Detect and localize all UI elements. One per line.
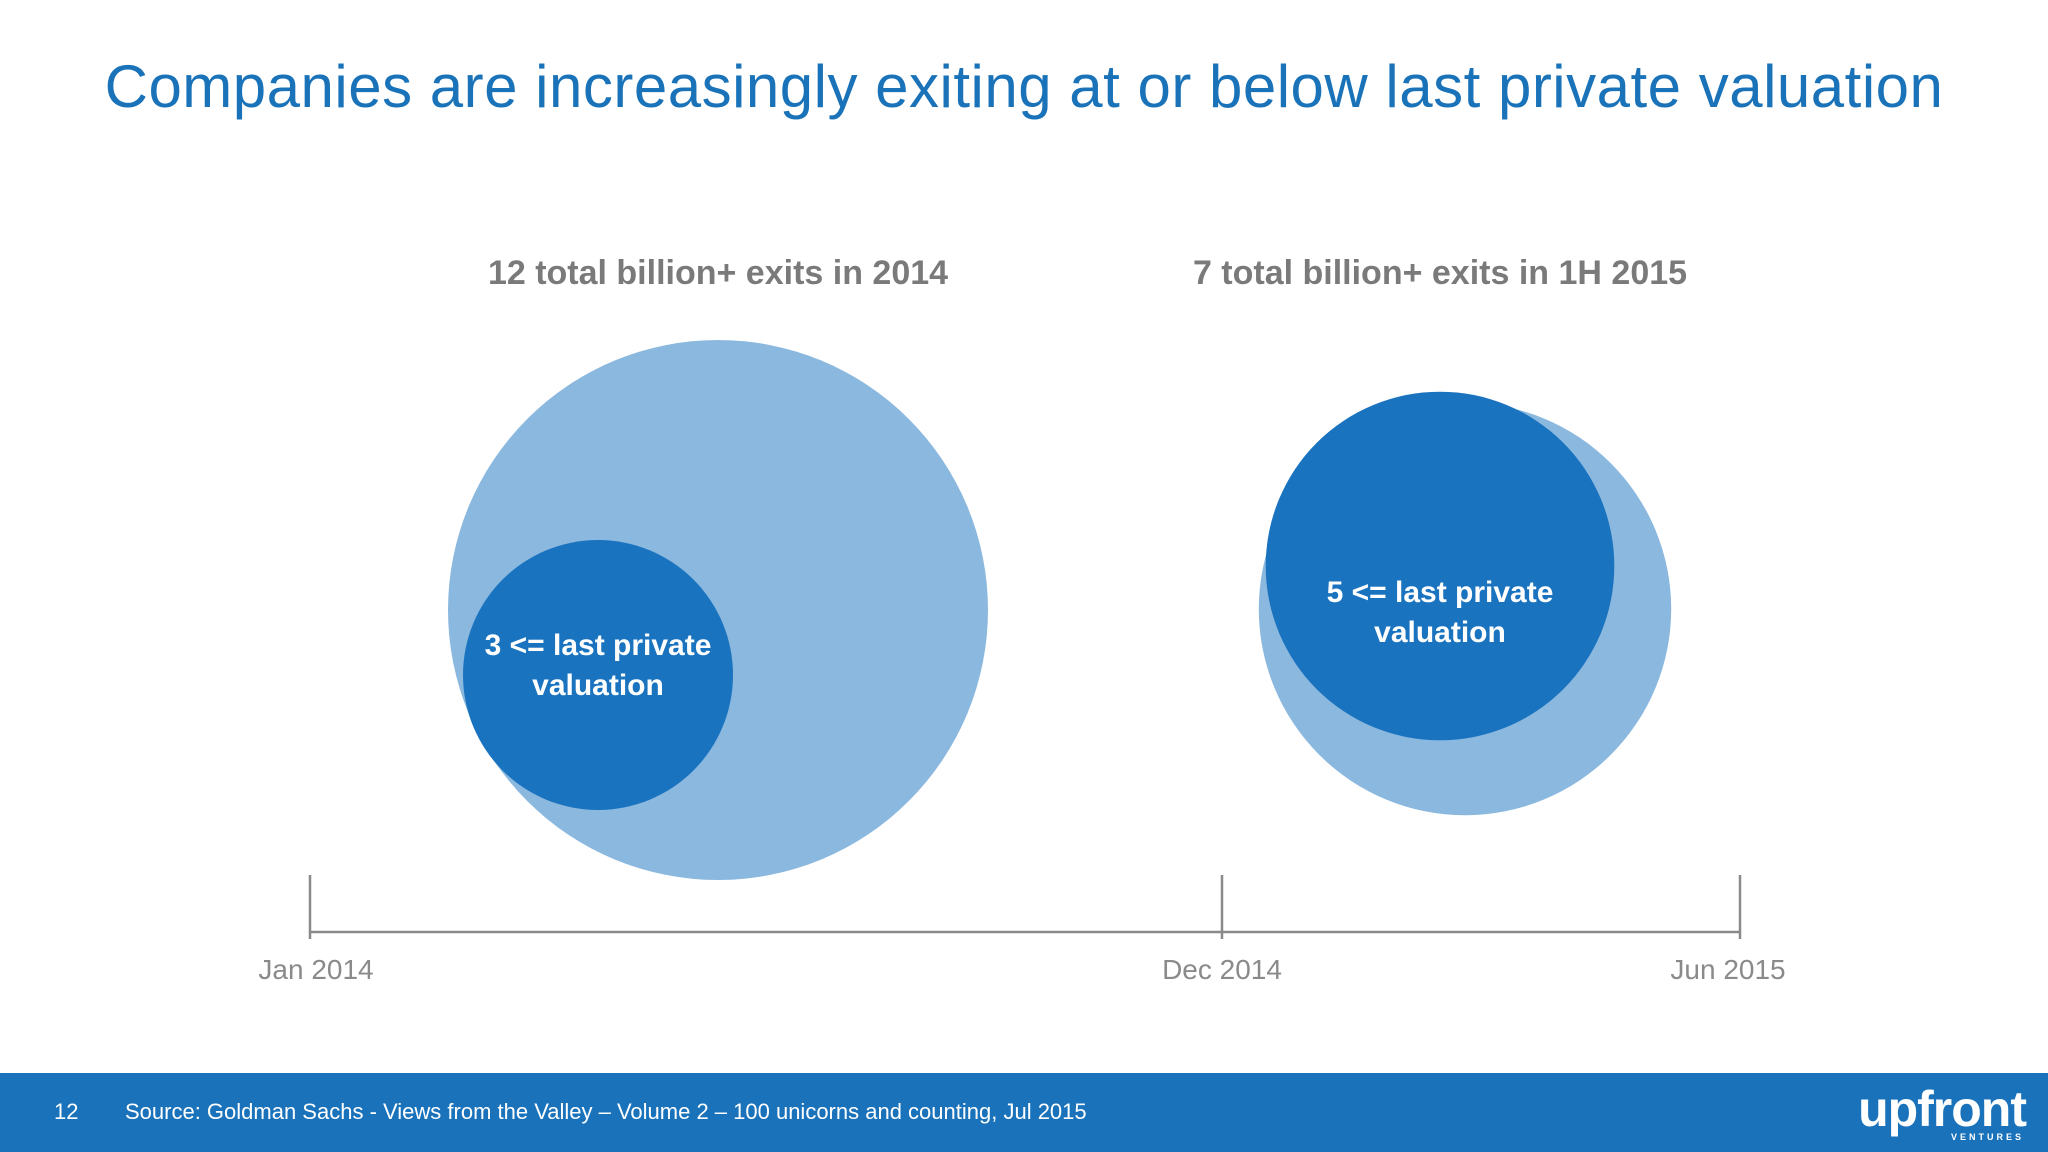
timeline-tick-label: Jan 2014 (258, 954, 373, 985)
upfront-logo: upfront VENTURES (1816, 1081, 2027, 1143)
inner-bubble-subset (1265, 391, 1615, 741)
subset-label: 3 <= last private (485, 629, 712, 662)
footer-bar: 12 Source: Goldman Sachs - Views from th… (0, 1073, 2048, 1152)
inner-bubble-subset (463, 540, 733, 810)
group-heading: 12 total billion+ exits in 2014 (488, 254, 948, 292)
source-citation: Source: Goldman Sachs - Views from the V… (125, 1099, 1087, 1124)
page-number: 12 (54, 1099, 79, 1124)
subset-label: valuation (1374, 616, 1506, 649)
slide-title: Companies are increasingly exiting at or… (104, 53, 1944, 120)
logo-subtext: VENTURES (1950, 1132, 2024, 1142)
bubble-chart: 12 total billion+ exits in 2014 3 <= last… (258, 254, 1785, 985)
logo-wordmark: upfront (1858, 1081, 2027, 1137)
timeline-tick-label: Dec 2014 (1162, 954, 1282, 985)
subset-label: valuation (532, 669, 664, 702)
timeline-tick-label: Jun 2015 (1670, 954, 1785, 985)
group-heading: 7 total billion+ exits in 1H 2015 (1193, 254, 1687, 292)
subset-label: 5 <= last private (1327, 576, 1554, 609)
